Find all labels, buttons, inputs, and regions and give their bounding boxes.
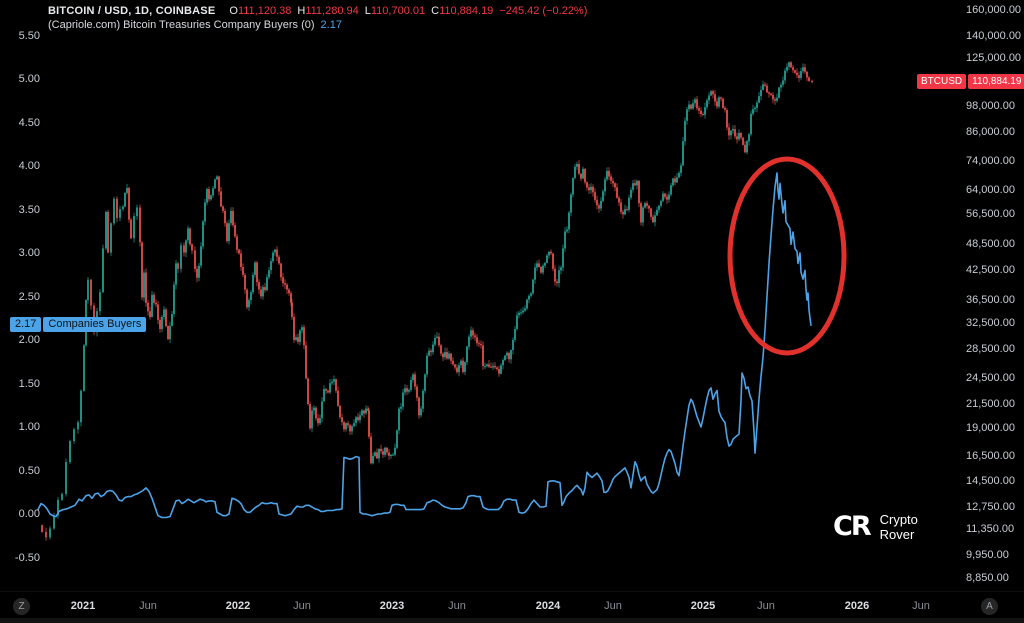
time-axis-year-label: 2025	[690, 600, 716, 612]
right-axis-tick: 42,500.00	[966, 264, 1015, 277]
companies-buyers-line	[37, 172, 812, 519]
left-axis-tick: 0.50	[18, 464, 40, 477]
right-axis-tick: 21,500.00	[966, 398, 1015, 410]
right-axis-tick: 64,000.00	[966, 183, 1015, 196]
right-axis-tick: 9,950.00	[966, 549, 1009, 562]
left-axis-tick: 2.00	[18, 334, 40, 346]
right-axis-tick: 11,350.00	[966, 523, 1015, 536]
chart-legend[interactable]: BITCOIN / USD, 1D, COINBASE O111,120.38 H1…	[48, 4, 587, 32]
time-axis-year-label: 2021	[70, 600, 96, 612]
time-axis-month-label: Jun	[604, 600, 622, 612]
left-axis-tick: 3.50	[18, 203, 40, 216]
right-axis-tick: 56,500.00	[966, 208, 1015, 221]
left-axis-tick: -0.50	[14, 551, 40, 564]
time-axis-year-label: 2022	[225, 600, 251, 612]
right-axis-tick: 28,500.00	[966, 342, 1015, 355]
indicator-current-value: 2.17	[320, 19, 342, 31]
left-price-scale[interactable]: 5.50 5.00 4.50 4.00 3.50 3.00 2.50 2.00 1.50 1.00…	[0, 0, 48, 590]
indicator-axis-value: 2.17	[10, 317, 42, 332]
right-axis-tick: 24,500.00	[966, 372, 1015, 385]
left-axis-tick: 5.00	[18, 73, 40, 85]
left-axis-tick: 3.00	[18, 247, 40, 259]
left-axis-tick: 0.00	[18, 508, 40, 520]
crypto-rover-logo-icon: CR	[833, 511, 872, 542]
time-scale[interactable]: 2021 Jun 2022 Jun 2023 Jun 2024 Jun 2025 Jun 2026 J…	[0, 591, 1024, 623]
symbol-row[interactable]: BITCOIN / USD, 1D, COINBASE O111,120.38 H1…	[48, 4, 587, 18]
right-axis-tick: 14,500.00	[966, 475, 1015, 488]
left-axis-tick: 4.50	[18, 116, 40, 129]
right-axis-tick: 74,000.00	[966, 155, 1015, 168]
time-axis-month-label: Jun	[912, 600, 930, 612]
shortcut-badge-a[interactable]: A	[981, 598, 998, 615]
high-value: 111,280.94	[305, 5, 359, 17]
time-axis-month-label: Jun	[139, 600, 157, 612]
last-price-symbol: BTCUSD	[917, 74, 967, 89]
symbol-title[interactable]: BITCOIN / USD, 1D, COINBASE	[48, 5, 216, 17]
indicator-title[interactable]: (Capriole.com) Bitcoin Treasuries Compan…	[48, 19, 315, 31]
close-label: C	[431, 5, 440, 17]
left-axis-tick: 1.50	[18, 377, 40, 390]
time-axis-month-label: Jun	[448, 600, 466, 612]
bottom-strip	[0, 618, 1024, 623]
right-axis-tick: 32,500.00	[966, 316, 1015, 329]
watermark-text: Crypto Rover	[880, 512, 918, 542]
left-axis-tick: 2.50	[18, 290, 40, 303]
time-axis-year-label: 2024	[535, 600, 561, 612]
right-axis-tick: 98,000.00	[966, 100, 1015, 113]
right-axis-tick: 19,000.00	[966, 422, 1015, 435]
time-axis-month-label: Jun	[757, 600, 775, 612]
last-price-value: 110,884.19	[968, 74, 1024, 89]
right-price-scale[interactable]: 160,000.00 140,000.00 125,000.00 98,000.00 8…	[952, 0, 1024, 590]
indicator-row[interactable]: (Capriole.com) Bitcoin Treasuries Compan…	[48, 18, 587, 32]
low-label: L	[364, 5, 371, 17]
right-axis-tick: 8,850.00	[966, 572, 1009, 585]
watermark-line2: Rover	[879, 526, 915, 542]
indicator-axis-name: Companies Buyers	[43, 317, 147, 332]
watermark-line1: Crypto	[879, 511, 918, 527]
right-axis-tick: 36,500.00	[966, 294, 1015, 307]
time-axis-year-label: 2023	[379, 600, 405, 612]
change-value: −245.42 (−0.22%)	[499, 5, 588, 17]
left-axis-tick: 4.00	[18, 160, 40, 172]
right-axis-tick: 12,750.00	[966, 500, 1015, 513]
highlight-ellipse-annotation[interactable]	[727, 156, 847, 356]
right-axis-tick: 48,500.00	[966, 238, 1015, 251]
low-value: 110,700.01	[370, 5, 426, 17]
candlestick-series	[41, 61, 813, 541]
high-label: H	[297, 5, 306, 17]
left-axis-tick: 1.00	[18, 421, 40, 433]
last-price-tag: BTCUSD 110,884.19	[917, 74, 1024, 89]
right-axis-tick: 160,000.00	[966, 4, 1022, 16]
right-axis-tick: 86,000.00	[966, 125, 1015, 138]
right-axis-tick: 16,500.00	[966, 449, 1015, 462]
close-value: 110,884.19	[439, 5, 494, 17]
time-axis-year-label: 2026	[844, 600, 870, 612]
open-value: 111,120.38	[237, 5, 292, 17]
shortcut-badge-z[interactable]: Z	[13, 598, 30, 615]
left-axis-tick: 5.50	[18, 29, 40, 42]
crypto-rover-watermark: CR Crypto Rover	[833, 511, 918, 542]
time-axis-month-label: Jun	[293, 600, 311, 612]
indicator-axis-tag: 2.17 Companies Buyers	[10, 317, 147, 332]
plot-layers	[37, 61, 813, 541]
right-axis-tick: 140,000.00	[966, 30, 1022, 43]
open-label: O	[229, 5, 238, 17]
right-axis-tick: 125,000.00	[966, 52, 1022, 65]
